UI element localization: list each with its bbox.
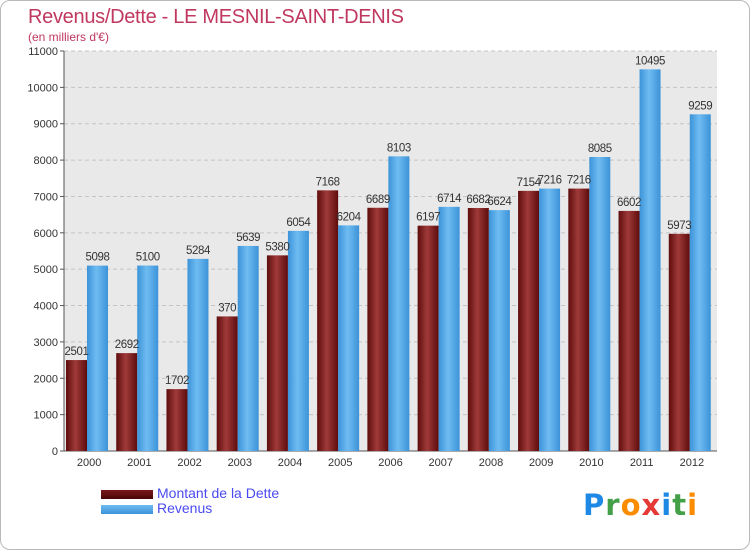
x-tick-label: 2006	[378, 457, 402, 469]
logo-letter: i	[661, 488, 673, 522]
legend: Montant de la Dette Revenus	[101, 485, 361, 517]
y-tick-label: 7000	[34, 191, 58, 203]
data-label-dette: 6197	[416, 212, 440, 224]
logo-letter: P	[583, 488, 606, 522]
data-label-dette: 2501	[65, 346, 89, 358]
bar-revenus-2006	[388, 156, 410, 451]
data-label-dette: 370	[218, 302, 236, 314]
bar-revenus-2003	[237, 245, 259, 451]
data-label-revenus: 6624	[487, 196, 512, 208]
legend-item-dette: Montant de la Dette	[101, 485, 361, 502]
x-tick-label: 2008	[479, 457, 503, 469]
data-label-dette: 6682	[466, 194, 490, 206]
y-tick-label: 4000	[34, 301, 58, 313]
chart-subtitle: (en milliers d'€)	[28, 30, 109, 44]
data-label-revenus: 5284	[186, 245, 211, 257]
legend-item-revenus: Revenus	[101, 500, 361, 517]
bar-dette-2009	[518, 190, 540, 451]
data-label-dette: 2692	[115, 339, 139, 351]
bar-chart: 0 1000 2000 3000 4000 5000 6000 7000 8000 9000 100…	[27, 46, 717, 469]
bar-revenus-2011	[639, 69, 661, 451]
bar-dette-2008	[467, 208, 489, 451]
y-tick-label: 1000	[34, 410, 58, 422]
data-label-dette: 5973	[667, 220, 691, 232]
y-tick-label: 3000	[34, 337, 58, 349]
logo-letter: x	[641, 488, 662, 522]
data-label-dette: 6689	[366, 194, 390, 206]
y-tick-label: 0	[52, 446, 58, 458]
x-tick-label: 2009	[529, 457, 553, 469]
brand-logo: Proxiti	[583, 488, 698, 522]
logo-letter: t	[672, 488, 688, 522]
y-tick-label: 2000	[34, 373, 58, 385]
bar-dette-2000	[66, 360, 87, 451]
chart-title: Revenus/Dette - LE MESNIL-SAINT-DENIS	[28, 6, 404, 28]
data-label-revenus: 5098	[86, 252, 110, 264]
bar-dette-2003	[216, 316, 238, 451]
data-label-dette: 6602	[617, 197, 641, 209]
data-label-dette: 7216	[567, 175, 591, 187]
data-label-revenus: 9259	[688, 100, 712, 112]
x-tick-label: 2011	[630, 457, 654, 469]
y-tick-label: 6000	[34, 228, 58, 240]
bar-revenus-2005	[338, 225, 360, 451]
logo-letter: i	[687, 488, 699, 522]
data-label-revenus: 5639	[236, 232, 260, 244]
x-tick-label: 2001	[127, 457, 151, 469]
y-tick-label: 11000	[28, 46, 58, 58]
data-label-revenus: 8103	[387, 142, 411, 154]
bar-dette-2004	[266, 255, 288, 451]
data-label-revenus: 6714	[437, 193, 462, 205]
y-tick-label: 9000	[34, 119, 58, 131]
data-label-dette: 7168	[316, 176, 340, 188]
bar-dette-2006	[367, 207, 389, 451]
data-label-revenus: 8085	[588, 143, 612, 155]
x-tick-label: 2000	[77, 457, 101, 469]
y-tick-label: 10000	[27, 82, 58, 94]
bar-dette-2007	[417, 225, 439, 451]
x-tick-label: 2012	[680, 457, 704, 469]
data-label-dette: 1702	[165, 375, 189, 387]
legend-label-revenus: Revenus	[157, 500, 213, 516]
x-tick-label: 2002	[177, 457, 201, 469]
y-tick-label: 8000	[34, 155, 58, 167]
data-label-revenus: 7216	[538, 175, 562, 187]
logo-letter: r	[605, 488, 621, 522]
x-tick-label: 2003	[228, 457, 252, 469]
data-label-revenus: 6204	[337, 211, 362, 223]
x-tick-label: 2010	[579, 457, 603, 469]
bar-revenus-2012	[689, 114, 711, 452]
bar-revenus-2009	[539, 188, 561, 451]
legend-swatch-dette	[101, 490, 153, 499]
y-tick-label: 5000	[34, 264, 58, 276]
bar-revenus-2000	[87, 265, 108, 451]
x-tick-label: 2005	[328, 457, 352, 469]
bar-revenus-2004	[287, 230, 309, 451]
x-tick-label: 2004	[278, 457, 302, 469]
data-label-revenus: 6054	[286, 217, 311, 229]
bar-revenus-2007	[438, 206, 460, 451]
data-label-dette: 5380	[265, 241, 289, 253]
legend-label-dette: Montant de la Dette	[157, 485, 280, 501]
bar-dette-2011	[618, 210, 640, 451]
bar-dette-2001	[116, 353, 138, 451]
data-label-revenus: 5100	[136, 252, 160, 264]
bar-dette-2012	[668, 233, 690, 451]
bar-revenus-2008	[488, 210, 510, 451]
bar-dette-2002	[166, 389, 188, 451]
bar-dette-2010	[568, 188, 590, 451]
bar-dette-2005	[317, 190, 339, 451]
bar-revenus-2001	[137, 265, 159, 451]
logo-letter: o	[620, 488, 642, 522]
x-tick-label: 2007	[428, 457, 452, 469]
data-label-dette: 7154	[517, 177, 542, 189]
bar-revenus-2010	[589, 157, 611, 451]
legend-swatch-revenus	[101, 505, 153, 514]
bar-revenus-2002	[187, 258, 209, 451]
data-label-revenus: 10495	[635, 55, 665, 67]
